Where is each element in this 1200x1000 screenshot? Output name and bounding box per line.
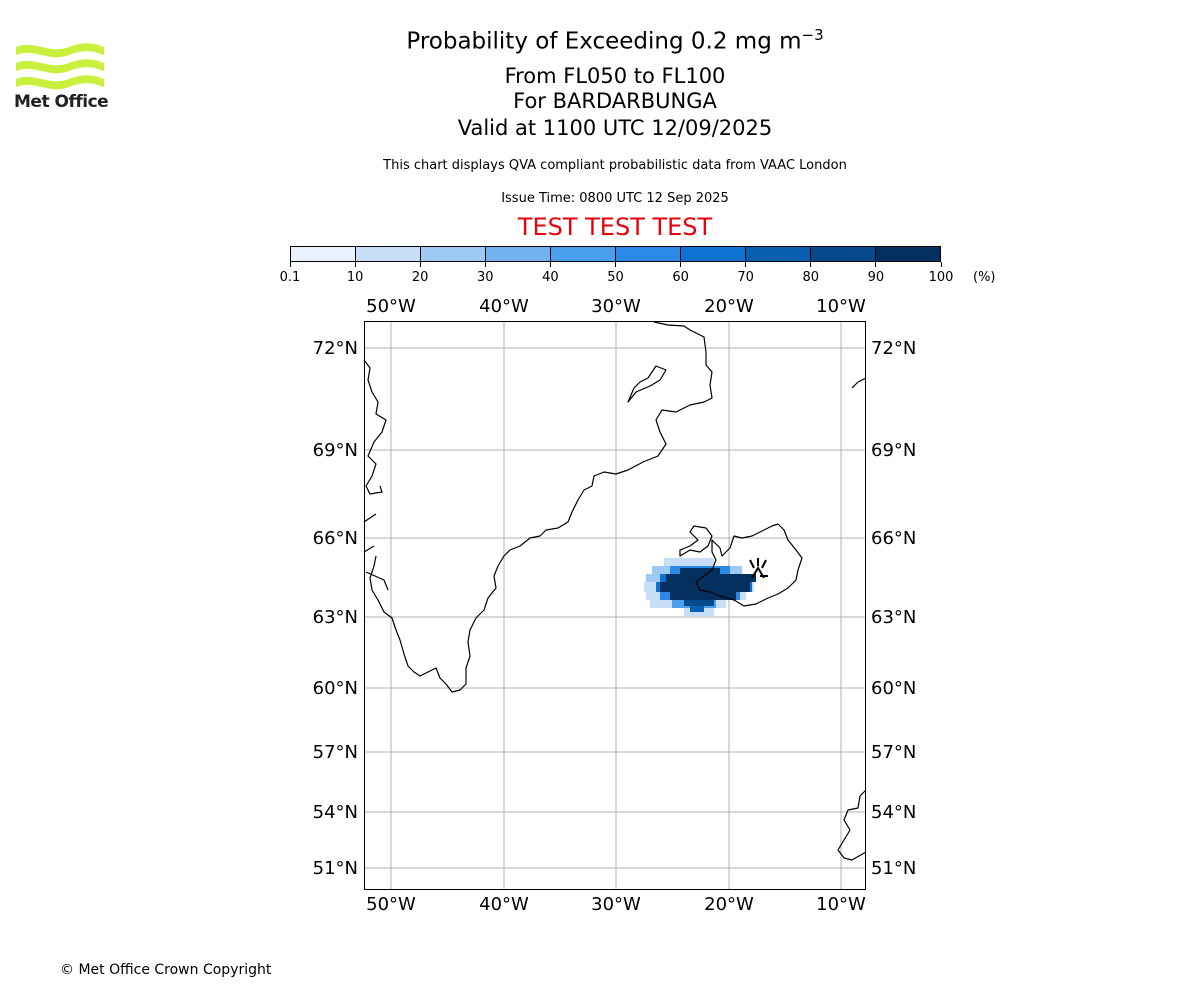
iceland-coast bbox=[679, 523, 803, 607]
colorbar-tick bbox=[875, 262, 877, 267]
ash-cell bbox=[660, 582, 750, 592]
lon-label-top: 10°W bbox=[816, 296, 866, 317]
colorbar-tick bbox=[289, 262, 291, 267]
chart-title: Probability of Exceeding 0.2 mg m−3 bbox=[0, 26, 1200, 55]
test-banner: TEST TEST TEST bbox=[517, 213, 713, 241]
lat-label-left: 57°N bbox=[313, 742, 358, 763]
lon-label-top: 20°W bbox=[704, 296, 754, 317]
colorbar-tick-label: 70 bbox=[737, 270, 754, 285]
lat-label-right: 51°N bbox=[871, 858, 916, 879]
coastlines bbox=[363, 321, 867, 861]
volcano-icon bbox=[749, 558, 768, 579]
ash-cell bbox=[670, 592, 736, 600]
lat-label-right: 63°N bbox=[871, 607, 916, 628]
lon-label-top: 40°W bbox=[479, 296, 529, 317]
colorbar-tick-label: 80 bbox=[802, 270, 820, 285]
lat-label-right: 57°N bbox=[871, 742, 916, 763]
greenland-west-coast bbox=[363, 359, 387, 495]
lon-label-bottom: 40°W bbox=[479, 894, 529, 915]
colorbar-tick-label: 60 bbox=[672, 270, 689, 285]
greenland-fjords bbox=[627, 365, 667, 403]
colorbar-segment bbox=[291, 247, 356, 261]
graticule bbox=[365, 322, 865, 889]
lon-label-bottom: 30°W bbox=[591, 894, 641, 915]
ash-probability-field bbox=[644, 558, 756, 616]
colorbar-tick-label: 50 bbox=[607, 270, 624, 285]
colorbar-tick bbox=[354, 262, 356, 267]
colorbar-tick-label: 20 bbox=[411, 270, 429, 285]
greenland-coast bbox=[369, 321, 713, 693]
ash-cell bbox=[680, 568, 720, 574]
lat-label-right: 60°N bbox=[871, 678, 916, 699]
ash-cell bbox=[690, 606, 704, 612]
lon-label-top: 50°W bbox=[366, 296, 416, 317]
lat-label-left: 54°N bbox=[313, 802, 358, 823]
colorbar-tick bbox=[549, 262, 551, 267]
colorbar-segment bbox=[356, 247, 421, 261]
lat-label-left: 63°N bbox=[313, 607, 358, 628]
lat-label-left: 60°N bbox=[313, 678, 358, 699]
met-office-logo bbox=[16, 43, 104, 90]
colorbar-tick bbox=[419, 262, 421, 267]
volcano-name: For BARDARBUNGA bbox=[513, 89, 717, 113]
jan-mayen bbox=[851, 377, 867, 389]
colorbar-segment bbox=[616, 247, 681, 261]
colorbar-segment bbox=[746, 247, 811, 261]
ireland-coast bbox=[837, 789, 867, 861]
lon-label-top: 30°W bbox=[591, 296, 641, 317]
lat-label-right: 66°N bbox=[871, 528, 916, 549]
lat-label-left: 66°N bbox=[313, 528, 358, 549]
lat-label-left: 69°N bbox=[313, 440, 358, 461]
lon-label-bottom: 20°W bbox=[704, 894, 754, 915]
issue-time: Issue Time: 0800 UTC 12 Sep 2025 bbox=[501, 191, 729, 206]
colorbar-segment bbox=[681, 247, 746, 261]
colorbar-tick bbox=[745, 262, 747, 267]
colorbar-tick-label: 90 bbox=[867, 270, 885, 285]
greenland-west-bits bbox=[363, 513, 389, 591]
colorbar-tick-label: 100 bbox=[928, 270, 954, 285]
colorbar-tick-label: 10 bbox=[346, 270, 364, 285]
colorbar-segment bbox=[551, 247, 616, 261]
flight-level-range: From FL050 to FL100 bbox=[504, 64, 726, 88]
colorbar-tick bbox=[615, 262, 616, 267]
ash-cell bbox=[664, 558, 714, 566]
ash-cell bbox=[666, 574, 756, 582]
colorbar-tick bbox=[940, 262, 942, 267]
title-superscript: −3 bbox=[801, 26, 824, 44]
colorbar-tick-label: 40 bbox=[542, 270, 559, 285]
colorbar-tick bbox=[680, 262, 682, 267]
lat-label-right: 54°N bbox=[871, 802, 916, 823]
probability-colorbar bbox=[290, 246, 941, 262]
lon-label-bottom: 50°W bbox=[366, 894, 416, 915]
axis-labels: 50°W 50°W 40°W 40°W 30°W 30°W 20°W 20°W 10°W 10°W… bbox=[313, 296, 917, 915]
copyright: © Met Office Crown Copyright bbox=[60, 962, 272, 978]
colorbar-tick-label: 30 bbox=[477, 270, 494, 285]
lat-label-left: 51°N bbox=[313, 858, 358, 879]
map-frame bbox=[364, 321, 866, 890]
colorbar-segment bbox=[811, 247, 876, 261]
chart-description: This chart displays QVA compliant probab… bbox=[383, 158, 847, 173]
colorbar-tick bbox=[810, 262, 812, 267]
lon-label-bottom: 10°W bbox=[816, 894, 866, 915]
colorbar-segment bbox=[486, 247, 551, 261]
lat-label-left: 72°N bbox=[313, 338, 358, 359]
valid-time: Valid at 1100 UTC 12/09/2025 bbox=[457, 116, 773, 140]
colorbar-segment bbox=[421, 247, 486, 261]
title-main: Probability of Exceeding 0.2 mg m bbox=[406, 28, 802, 55]
lat-label-right: 72°N bbox=[871, 338, 916, 359]
colorbar-tick-label: 0.1 bbox=[279, 270, 301, 285]
lat-label-right: 69°N bbox=[871, 440, 916, 461]
colorbar-segment bbox=[876, 247, 940, 261]
colorbar-unit: (%) bbox=[973, 270, 996, 285]
logo-text: Met Office bbox=[14, 92, 109, 112]
ash-cell bbox=[684, 600, 714, 606]
colorbar-tick bbox=[484, 262, 486, 267]
